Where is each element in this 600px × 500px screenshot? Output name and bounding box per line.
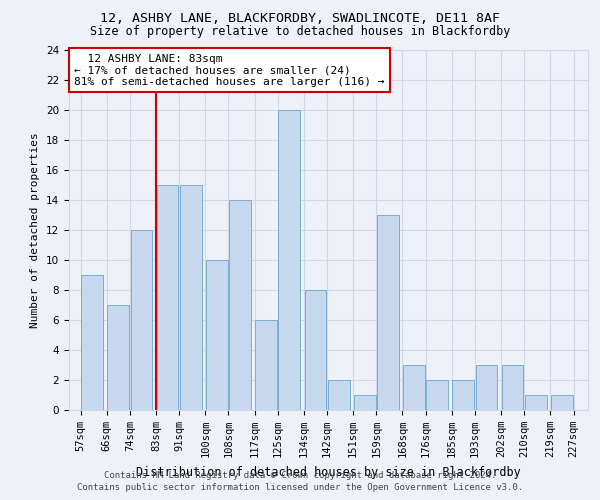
Bar <box>328 380 350 410</box>
Bar <box>278 110 300 410</box>
Bar <box>476 365 497 410</box>
Bar <box>229 200 251 410</box>
Bar <box>427 380 448 410</box>
Bar <box>403 365 425 410</box>
Bar <box>157 185 178 410</box>
Bar <box>255 320 277 410</box>
Text: Size of property relative to detached houses in Blackfordby: Size of property relative to detached ho… <box>90 25 510 38</box>
Bar <box>551 395 573 410</box>
Bar <box>502 365 523 410</box>
Text: 12, ASHBY LANE, BLACKFORDBY, SWADLINCOTE, DE11 8AF: 12, ASHBY LANE, BLACKFORDBY, SWADLINCOTE… <box>100 12 500 26</box>
Bar <box>180 185 202 410</box>
Bar <box>452 380 474 410</box>
Bar <box>525 395 547 410</box>
Bar <box>131 230 152 410</box>
X-axis label: Distribution of detached houses by size in Blackfordby: Distribution of detached houses by size … <box>136 466 521 478</box>
Bar <box>206 260 228 410</box>
Bar <box>107 305 129 410</box>
Text: Contains HM Land Registry data © Crown copyright and database right 2024.
Contai: Contains HM Land Registry data © Crown c… <box>77 471 523 492</box>
Bar <box>305 290 326 410</box>
Bar <box>82 275 103 410</box>
Y-axis label: Number of detached properties: Number of detached properties <box>31 132 40 328</box>
Bar <box>377 215 399 410</box>
Text: 12 ASHBY LANE: 83sqm
← 17% of detached houses are smaller (24)
81% of semi-detac: 12 ASHBY LANE: 83sqm ← 17% of detached h… <box>74 54 385 87</box>
Bar <box>354 395 376 410</box>
